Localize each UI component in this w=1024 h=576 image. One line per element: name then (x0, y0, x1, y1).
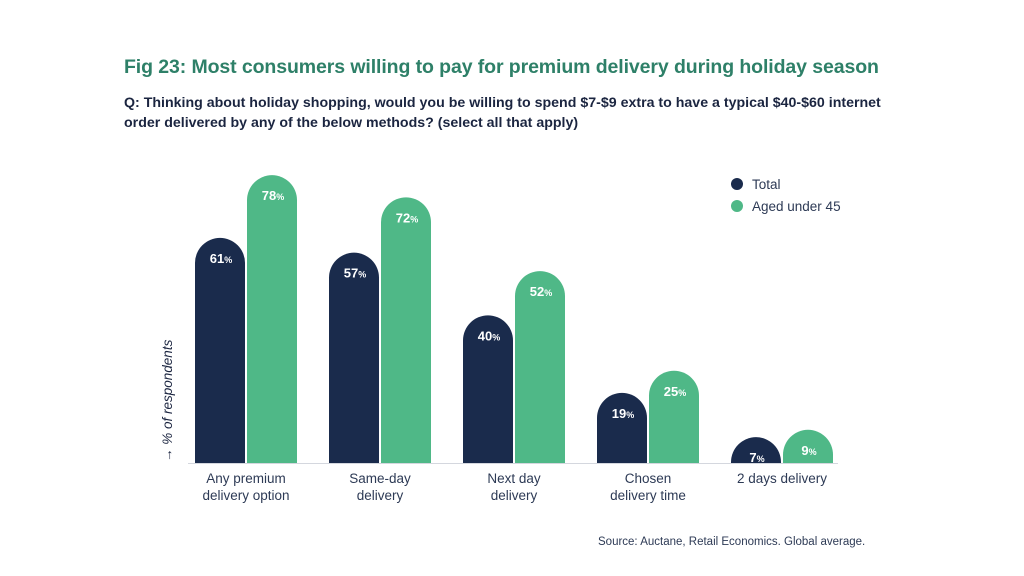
legend-label-under-45: Aged under 45 (752, 198, 841, 214)
bar-value-label: 19% (612, 406, 634, 421)
legend-item-total: Total (731, 173, 841, 195)
bar-value-label: 9% (801, 443, 816, 458)
source-note: Source: Auctane, Retail Economics. Globa… (598, 536, 866, 548)
category-label: delivery (491, 488, 538, 503)
chart-title: Fig 23: Most consumers willing to pay fo… (124, 56, 879, 78)
y-axis-label: → % of respondents (160, 339, 175, 462)
bar-under-45-4 (783, 429, 833, 463)
legend-label-total: Total (752, 176, 781, 192)
bar-value-label: 52% (530, 284, 552, 299)
legend: Total Aged under 45 (731, 173, 841, 217)
bar-total-2 (463, 315, 513, 463)
legend-item-under-45: Aged under 45 (731, 195, 841, 217)
category-label: 2 days delivery (737, 471, 827, 486)
bar-under-45-1 (381, 197, 431, 463)
category-label: Chosen (625, 471, 672, 486)
bar-under-45-3 (649, 370, 699, 463)
category-label: delivery (357, 488, 404, 503)
bar-value-label: 40% (478, 328, 500, 343)
bar-total-3 (597, 392, 647, 463)
bar-value-label: 7% (749, 450, 764, 465)
bar-total-0 (195, 237, 245, 463)
category-label: delivery option (202, 488, 289, 503)
legend-dot-under-45 (731, 200, 743, 212)
bar-total-1 (329, 252, 379, 463)
category-label: delivery time (610, 488, 686, 503)
legend-dot-total (731, 178, 743, 190)
bar-value-label: 61% (210, 251, 232, 266)
bar-value-label: 25% (664, 384, 686, 399)
category-label: Same-day (349, 471, 411, 486)
bar-under-45-0 (247, 175, 297, 463)
bar-value-label: 72% (396, 210, 418, 225)
bar-value-label: 57% (344, 266, 366, 281)
bar-total-4 (731, 437, 781, 463)
bar-value-label: 78% (262, 188, 284, 203)
survey-question: Q: Thinking about holiday shopping, woul… (124, 95, 881, 131)
category-label: Next day (487, 471, 541, 486)
bar-under-45-2 (515, 271, 565, 463)
category-label: Any premium (206, 471, 286, 486)
